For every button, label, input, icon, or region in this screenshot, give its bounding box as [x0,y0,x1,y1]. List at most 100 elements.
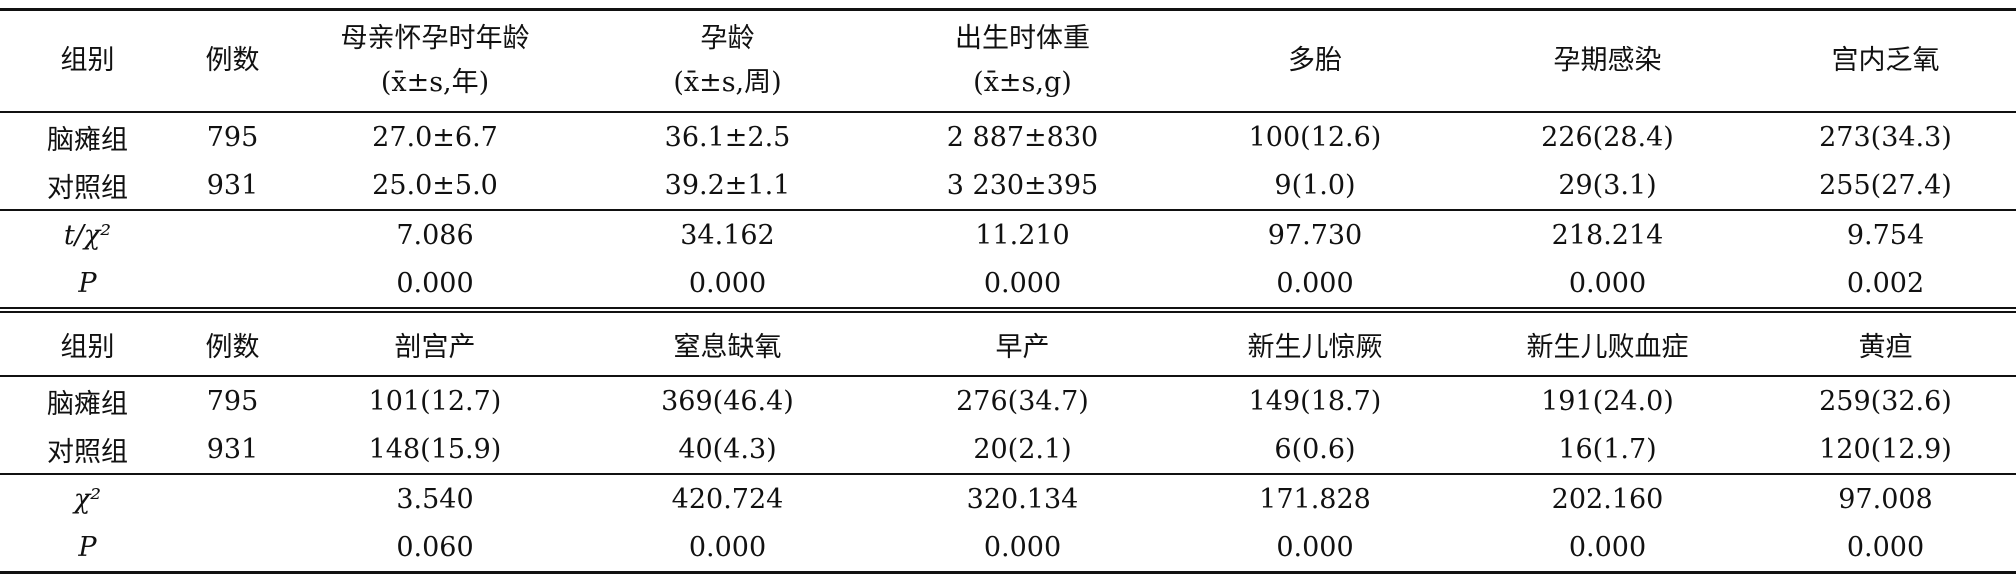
cell: 97.008 [1755,473,2016,523]
group-row: 脑瘫组 795 27.0±6.7 36.1±2.5 2 887±830 100(12.6)… [0,111,2016,161]
page: 组别 例数 母亲怀孕时年龄 (x̄±s,年) 孕龄 (x̄±s,周) 出生时体重 (x̄±s,… [0,8,2016,584]
cell: 259(32.6) [1755,375,2016,425]
group-row: 对照组 931 148(15.9) 40(4.3) 20(2.1) 6(0.6) 16(1.… [0,425,2016,474]
cell: 202.160 [1460,473,1755,523]
header-row: 组别 例数 剖宫产 窒息缺氧 早产 新生儿惊厥 新生儿败血症 黄疸 [0,307,2016,376]
cell: 9.754 [1755,209,2016,259]
header-cell: 窒息缺氧 [580,307,875,376]
header-text: (x̄±s,g) [973,67,1072,98]
cell: 29(3.1) [1558,169,1657,201]
cell: 脑瘫组 [0,111,175,161]
cell: 100(12.6) [1170,111,1460,161]
cell: 148(15.9) [368,433,502,465]
stat-row: P 0.000 0.000 0.000 0.000 0.000 0.002 [0,259,2016,310]
header-text: 组别 [60,45,115,76]
cell: 369(46.4) [580,375,875,425]
data-table: 组别 例数 母亲怀孕时年龄 (x̄±s,年) 孕龄 (x̄±s,周) 出生时体重 (x̄±s,… [0,8,2016,574]
header-text: 例数 [205,45,260,76]
header-cell: 孕龄 (x̄±s,周) [580,8,875,112]
header-cell: 早产 [875,307,1170,376]
cell: 0.000 [1170,523,1460,574]
cell: 27.0±6.7 [290,111,580,161]
cell: P [0,523,175,574]
cell [175,523,290,574]
cell: 34.162 [580,209,875,259]
cell: 0.000 [396,267,474,299]
cell: 7.086 [290,209,580,259]
header-cell: 出生时体重 (x̄±s,g) [875,8,1170,112]
cell: 9(1.0) [1274,169,1356,201]
cell: 171.828 [1170,473,1460,523]
cell: t/χ² [0,209,175,259]
cell: 0.000 [580,523,875,574]
cell: 931 [206,433,259,465]
stat-row: t/χ² 7.086 34.162 11.210 97.730 218.214 9.754 [0,209,2016,259]
cell: 6(0.6) [1274,433,1356,465]
cell: 795 [175,375,290,425]
cell: 420.724 [580,473,875,523]
cell: 0.000 [875,523,1170,574]
header-text: 宫内乏氧 [1831,45,1940,76]
cell: 36.1±2.5 [580,111,875,161]
cell: 101(12.7) [290,375,580,425]
cell: 255(27.4) [1819,169,1952,201]
table-body: 组别 例数 母亲怀孕时年龄 (x̄±s,年) 孕龄 (x̄±s,周) 出生时体重 (x̄±s,… [0,8,2016,574]
stat-row: χ² 3.540 420.724 320.134 171.828 202.160 97.00… [0,473,2016,523]
header-cell: 母亲怀孕时年龄 (x̄±s,年) [290,8,580,112]
header-text: 孕龄 [700,23,755,54]
cell: 20(2.1) [973,433,1072,465]
group-row: 对照组 931 25.0±5.0 39.2±1.1 3 230±395 9(1.0) 29(… [0,161,2016,210]
cell: 218.214 [1460,209,1755,259]
cell: 0.000 [1755,523,2016,574]
cell: 191(24.0) [1460,375,1755,425]
cell: P [78,267,97,299]
cell: 25.0±5.0 [372,169,498,201]
header-text: 新生儿败血症 [1526,331,1689,363]
cell: 795 [175,111,290,161]
cell: 226(28.4) [1460,111,1755,161]
header-text: (x̄±s,年) [380,67,490,98]
header-text: 多胎 [1288,45,1342,76]
header-row: 组别 例数 母亲怀孕时年龄 (x̄±s,年) 孕龄 (x̄±s,周) 出生时体重 (x̄±s,… [0,8,2016,112]
header-cell: 孕期感染 [1460,8,1755,112]
header-text: 黄疸 [1858,331,1913,363]
header-text: 窒息缺氧 [673,331,782,363]
cell: 0.000 [1568,267,1647,299]
cell: 97.730 [1170,209,1460,259]
cell [175,259,290,310]
cell: 脑瘫组 [0,375,175,425]
header-text: 剖宫产 [394,331,476,363]
header-text: 例数 [205,331,260,363]
header-cell: 剖宫产 [290,307,580,376]
group-row: 脑瘫组 795 101(12.7) 369(46.4) 276(34.7) 149(18.… [0,375,2016,425]
cell: 3 230±395 [946,169,1099,201]
cell: 0.000 [688,267,767,299]
header-text: 早产 [995,331,1050,363]
cell: 39.2±1.1 [664,169,791,201]
header-cell: 多胎 [1170,8,1460,112]
header-text: (x̄±s,周) [673,67,782,98]
cell: 对照组 [47,436,128,468]
header-cell: 组别 [0,8,175,112]
cell: 2 887±830 [875,111,1170,161]
header-text: 出生时体重 [955,23,1090,54]
header-cell: 例数 [175,8,290,112]
cell: 273(34.3) [1755,111,2016,161]
cell: 149(18.7) [1170,375,1460,425]
header-cell: 新生儿败血症 [1460,307,1755,376]
header-cell: 组别 [0,307,175,376]
cell [175,473,290,523]
cell: 931 [206,169,259,201]
cell: 0.000 [1460,523,1755,574]
header-text: 母亲怀孕时年龄 [340,23,530,54]
cell: 16(1.7) [1558,433,1657,465]
header-text: 新生儿惊厥 [1247,331,1383,363]
cell: χ² [0,473,175,523]
header-text: 组别 [60,331,115,363]
cell: 40(4.3) [678,433,777,465]
cell: 276(34.7) [875,375,1170,425]
cell: 11.210 [875,209,1170,259]
cell: 0.000 [983,267,1062,299]
cell [175,209,290,259]
cell: 0.002 [1846,267,1925,299]
